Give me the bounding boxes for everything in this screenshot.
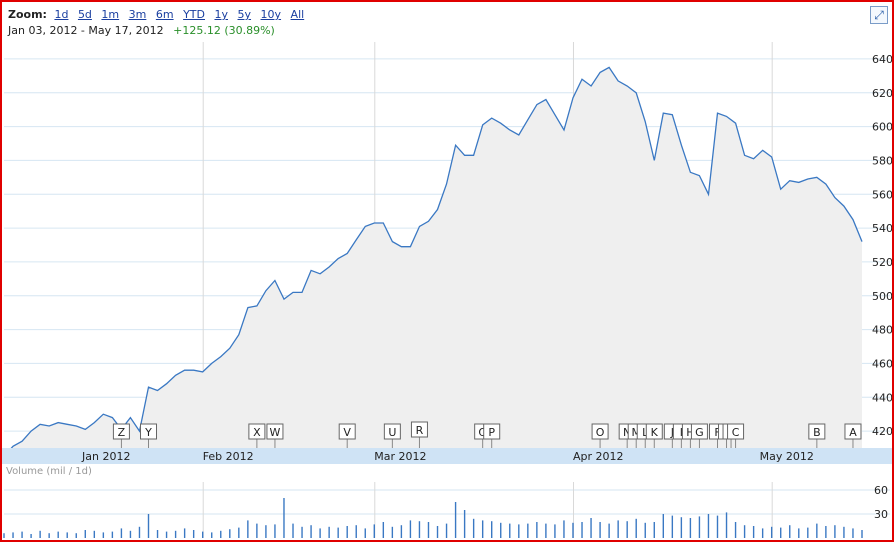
event-flag-label: O [596, 426, 605, 439]
event-flag-box [338, 423, 356, 440]
event-flag-label: L [642, 426, 649, 439]
event-flag-box [410, 421, 428, 438]
event-flag-box [844, 423, 862, 440]
volume-y-tick-label: 30 [874, 508, 888, 521]
event-flag-box [140, 423, 158, 440]
volume-y-tick-label: 60 [874, 484, 888, 497]
event-flag-label: B [813, 426, 821, 439]
x-tick-label: Apr 2012 [573, 450, 624, 463]
price-y-axis: 420 440 460 480 500 520 540 560 580 600 620 640 [872, 53, 892, 438]
x-axis-band [2, 448, 892, 464]
event-flag-label: I [680, 426, 683, 439]
price-area-fill [4, 67, 862, 457]
event-flag-label: Q [478, 426, 487, 439]
event-flag-label: F [714, 426, 720, 439]
zoom-3m[interactable]: 3m [128, 8, 147, 21]
event-flag-box [248, 423, 266, 440]
price-line [3, 66, 863, 457]
event-flag-label: G [695, 426, 704, 439]
event-flag-box [266, 423, 284, 440]
price-y-tick-label: 560 [872, 188, 892, 201]
event-flag-label: R [416, 424, 424, 437]
zoom-5y[interactable]: 5y [237, 8, 252, 21]
event-flag-label: M [631, 426, 641, 439]
event-flag-label: U [388, 426, 396, 439]
event-flag-box [645, 423, 663, 440]
expand-icon[interactable]: ⤢ [870, 6, 888, 24]
price-y-tick-label: 580 [872, 154, 892, 167]
event-flag-label: C [732, 426, 740, 439]
event-flag-label: V [343, 426, 351, 439]
x-tick-label: May 2012 [760, 450, 814, 463]
zoom-bar: Zoom: 1d 5d 1m 3m 6m YTD 1y 5y 10y All [8, 8, 310, 21]
x-tick-label: Jan 2012 [81, 450, 130, 463]
price-y-tick-label: 420 [872, 425, 892, 438]
x-tick-label: Mar 2012 [374, 450, 426, 463]
zoom-label: Zoom: [8, 8, 47, 21]
event-flag-label: A [849, 426, 857, 439]
event-flag-label: W [270, 426, 281, 439]
event-flag-label: Z [118, 426, 126, 439]
price-y-tick-label: 520 [872, 256, 892, 269]
price-y-tick-label: 500 [872, 290, 892, 303]
price-y-tick-label: 620 [872, 87, 892, 100]
event-flag-label: Y [144, 426, 152, 439]
zoom-ytd[interactable]: YTD [183, 8, 205, 21]
event-flag-box [483, 423, 501, 440]
event-flag-box [112, 423, 130, 440]
zoom-5d[interactable]: 5d [77, 8, 92, 21]
event-flag-label: X [253, 426, 261, 439]
event-flag-box [591, 423, 609, 440]
event-flag-label: P [488, 426, 495, 439]
event-flag-label: N [623, 426, 631, 439]
zoom-10y[interactable]: 10y [260, 8, 282, 21]
event-flag-label: H [686, 426, 694, 439]
zoom-1y[interactable]: 1y [214, 8, 229, 21]
volume-bars [3, 498, 863, 538]
price-y-tick-label: 460 [872, 357, 892, 370]
zoom-6m[interactable]: 6m [155, 8, 174, 21]
price-y-tick-label: 540 [872, 222, 892, 235]
event-flag-box [808, 423, 826, 440]
date-range-text: Jan 03, 2012 - May 17, 2012 [8, 24, 164, 37]
event-flag-label: J [670, 426, 674, 439]
volume-y-axis: 30 60 [874, 484, 888, 521]
x-axis: Jan 2012 Feb 2012 Mar 2012 Apr 2012 May 2012 [81, 450, 814, 463]
range-bar: Jan 03, 2012 - May 17, 2012 +125.12 (30.… [8, 24, 275, 37]
event-flag-box [727, 423, 745, 440]
x-tick-label: Feb 2012 [203, 450, 254, 463]
event-flag-label: K [651, 426, 659, 439]
price-y-tick-label: 440 [872, 391, 892, 404]
price-y-tick-label: 600 [872, 121, 892, 134]
zoom-1m[interactable]: 1m [101, 8, 120, 21]
zoom-1d[interactable]: 1d [54, 8, 69, 21]
zoom-all[interactable]: All [290, 8, 305, 21]
volume-title: Volume (mil / 1d) [6, 466, 92, 477]
event-flag-box [690, 423, 708, 440]
event-flags: ZYXWVURQPONMLKJIHGFEDCBA [112, 421, 862, 448]
price-y-tick-label: 480 [872, 324, 892, 337]
event-flag-box [383, 423, 401, 440]
price-change-text: +125.12 (30.89%) [173, 24, 275, 37]
price-y-tick-label: 640 [872, 53, 892, 66]
